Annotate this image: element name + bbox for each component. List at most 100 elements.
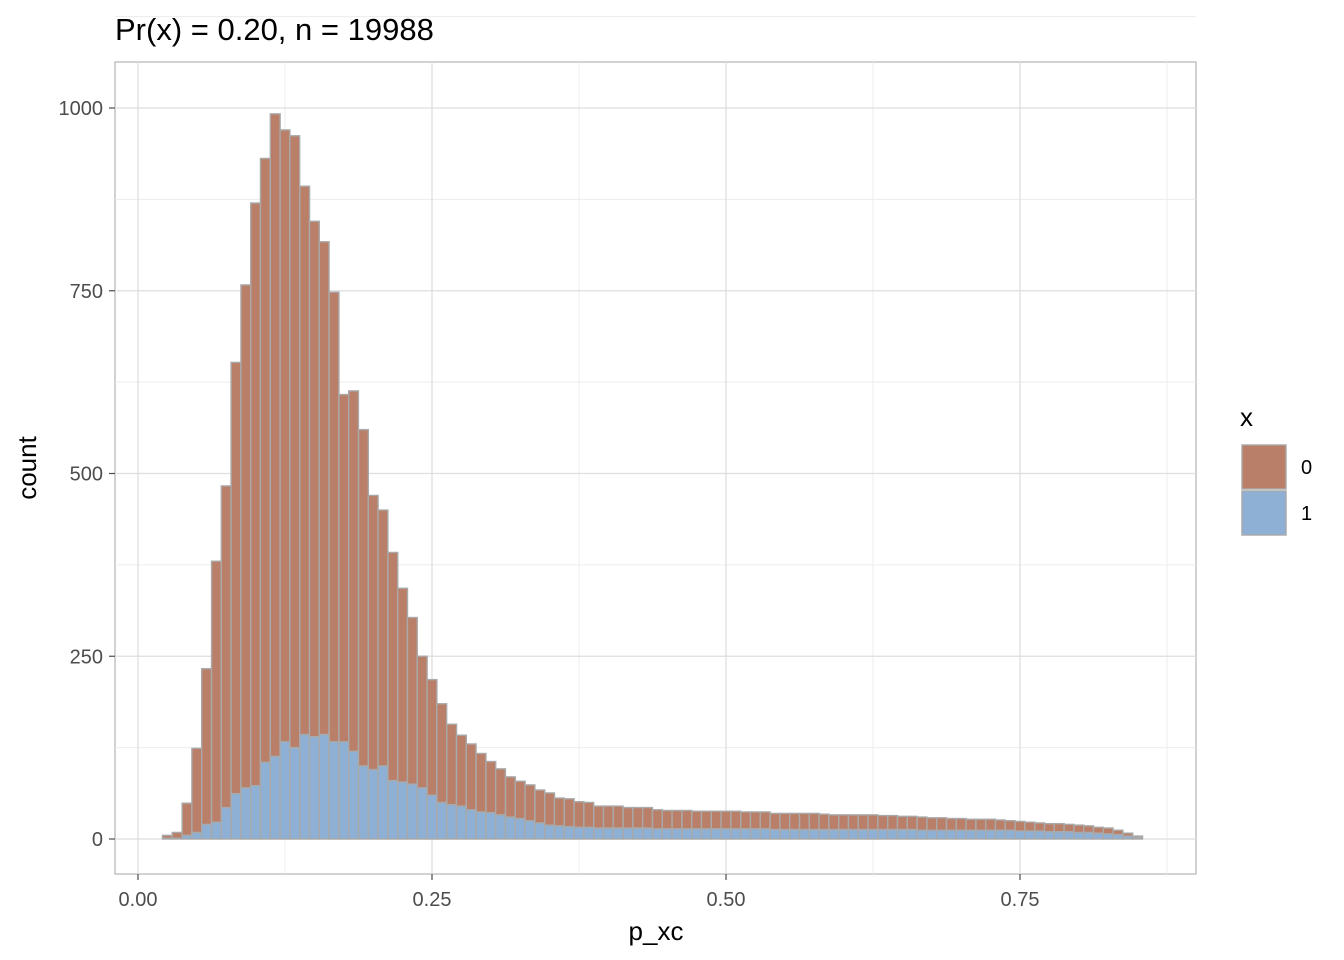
- bar-x0: [259, 157, 271, 763]
- y-tick-label: 250: [70, 646, 103, 668]
- bar-x0: [161, 834, 173, 839]
- bar-x1: [985, 829, 997, 840]
- bar-x0: [994, 819, 1006, 831]
- bar-x0: [1082, 825, 1095, 834]
- y-axis-title: count: [12, 435, 42, 499]
- bar-x1: [1063, 830, 1075, 840]
- y-tick-label: 750: [70, 281, 103, 303]
- bar-x0: [279, 129, 291, 743]
- bar-x1: [250, 784, 262, 840]
- bar-x0: [661, 809, 673, 830]
- bar-x0: [250, 202, 262, 787]
- bar-x1: [857, 828, 869, 840]
- bar-x0: [504, 776, 517, 818]
- bar-x0: [1112, 829, 1124, 836]
- bar-x1: [426, 794, 438, 840]
- bar-x0: [877, 814, 889, 831]
- bar-x0: [446, 723, 458, 806]
- bar-x1: [877, 828, 889, 840]
- bar-x1: [504, 816, 517, 840]
- bar-x0: [720, 810, 732, 830]
- bar-x1: [465, 809, 477, 840]
- bar-x1: [289, 746, 301, 840]
- bar-x0: [926, 817, 938, 831]
- bar-x1: [632, 827, 644, 840]
- bar-x0: [818, 813, 830, 831]
- bar-x1: [1043, 830, 1055, 840]
- bar-x1: [896, 828, 908, 840]
- bar-x0: [485, 760, 497, 814]
- bar-x0: [338, 393, 350, 743]
- bar-x0: [612, 805, 624, 829]
- bar-x1: [514, 817, 526, 840]
- bar-x0: [857, 814, 869, 831]
- y-tick-label: 1000: [59, 98, 104, 120]
- bar-x0: [544, 792, 556, 826]
- bar-x0: [593, 805, 605, 829]
- bar-x1: [308, 735, 320, 840]
- bar-x0: [847, 814, 859, 831]
- bar-x1: [651, 828, 664, 840]
- bar-x1: [1073, 831, 1085, 840]
- bar-x1: [377, 765, 389, 840]
- x-tick-label: 0.25: [413, 889, 452, 911]
- bar-x1: [191, 831, 203, 840]
- bar-x1: [397, 781, 409, 840]
- bar-x0: [230, 361, 242, 795]
- bar-x0: [200, 667, 213, 826]
- bar-x0: [436, 703, 448, 804]
- bar-x1: [269, 755, 281, 840]
- bar-x0: [210, 560, 223, 823]
- bar-x0: [191, 747, 203, 834]
- bar-x1: [347, 750, 360, 840]
- bar-x1: [1014, 830, 1026, 840]
- bar-x0: [1053, 822, 1065, 833]
- bar-x1: [416, 787, 428, 840]
- bar-x0: [935, 817, 948, 831]
- bar-x0: [347, 390, 360, 752]
- bar-x1: [455, 805, 467, 840]
- x-tick-label: 0.00: [119, 889, 158, 911]
- bar-x0: [1034, 822, 1046, 832]
- bar-x1: [1034, 830, 1046, 840]
- bar-x0: [828, 814, 840, 831]
- bar-x1: [769, 828, 781, 840]
- bar-x1: [494, 814, 507, 840]
- legend-label-1: 1: [1301, 503, 1312, 525]
- legend: x 0 1: [1240, 402, 1312, 536]
- bar-x0: [308, 220, 320, 738]
- bar-x1: [818, 828, 830, 840]
- bar-x0: [367, 494, 379, 771]
- bar-x1: [328, 741, 340, 840]
- bar-x1: [749, 828, 761, 840]
- bar-x0: [808, 812, 820, 831]
- bar-x0: [426, 678, 438, 796]
- chart-title: Pr(x) = 0.20, n = 19988: [115, 12, 434, 47]
- bar-x0: [740, 811, 752, 830]
- bar-x1: [975, 829, 987, 840]
- bar-x0: [602, 805, 614, 829]
- bar-x0: [171, 831, 183, 839]
- bar-x0: [357, 428, 370, 767]
- bar-x0: [641, 806, 654, 829]
- histogram-bars: [161, 113, 1144, 840]
- bar-x1: [406, 783, 418, 840]
- bar-x1: [759, 828, 771, 840]
- bar-x1: [779, 828, 791, 840]
- bar-x1: [602, 827, 614, 840]
- bar-x1: [691, 828, 703, 840]
- bar-x0: [1043, 822, 1055, 833]
- bar-x1: [808, 828, 820, 840]
- bar-x1: [240, 787, 252, 840]
- bar-x0: [867, 814, 879, 831]
- bar-x0: [318, 241, 330, 736]
- bar-x1: [838, 828, 850, 840]
- bar-x0: [1004, 820, 1016, 831]
- bar-x0: [406, 616, 418, 785]
- bar-x0: [563, 798, 575, 828]
- bar-x0: [1132, 835, 1144, 839]
- bar-x0: [1063, 823, 1075, 833]
- bar-x1: [553, 825, 565, 840]
- bar-x1: [700, 828, 712, 840]
- bar-x0: [691, 810, 703, 830]
